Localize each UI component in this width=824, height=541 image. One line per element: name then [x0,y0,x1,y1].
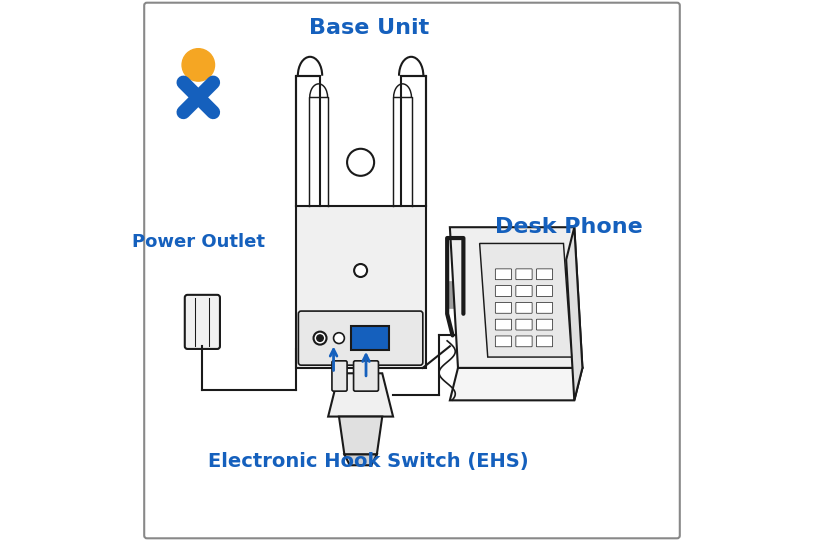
Polygon shape [450,368,583,400]
FancyBboxPatch shape [536,286,553,296]
Circle shape [334,333,344,344]
Polygon shape [328,373,393,417]
FancyBboxPatch shape [495,319,512,330]
Text: Base Unit: Base Unit [309,18,428,38]
Polygon shape [450,227,583,368]
FancyBboxPatch shape [536,302,553,313]
Polygon shape [566,227,583,400]
Polygon shape [339,417,382,454]
FancyBboxPatch shape [516,336,532,347]
FancyBboxPatch shape [516,319,532,330]
Circle shape [182,49,214,81]
Polygon shape [480,243,572,357]
FancyBboxPatch shape [185,295,220,349]
FancyBboxPatch shape [495,286,512,296]
FancyBboxPatch shape [536,336,553,347]
FancyBboxPatch shape [495,302,512,313]
FancyBboxPatch shape [332,361,347,391]
Polygon shape [344,454,377,465]
FancyBboxPatch shape [144,3,680,538]
Text: Power Outlet: Power Outlet [132,233,265,250]
Circle shape [316,335,323,341]
FancyBboxPatch shape [495,336,512,347]
Text: Electronic Hook Switch (EHS): Electronic Hook Switch (EHS) [208,452,529,471]
FancyBboxPatch shape [351,326,389,350]
FancyBboxPatch shape [516,286,532,296]
Circle shape [354,264,368,277]
Text: Desk Phone: Desk Phone [495,217,643,237]
FancyBboxPatch shape [536,269,553,280]
Circle shape [314,332,326,345]
Polygon shape [296,206,425,368]
FancyBboxPatch shape [495,269,512,280]
FancyBboxPatch shape [536,319,553,330]
FancyBboxPatch shape [516,269,532,280]
Circle shape [347,149,374,176]
FancyBboxPatch shape [298,311,423,365]
FancyBboxPatch shape [353,361,378,391]
FancyBboxPatch shape [516,302,532,313]
